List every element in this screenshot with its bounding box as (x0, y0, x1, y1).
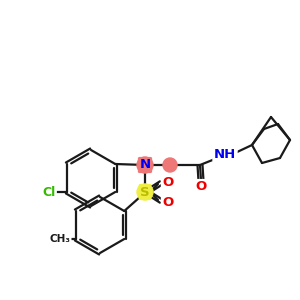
Circle shape (163, 158, 177, 172)
Text: NH: NH (214, 148, 236, 160)
Text: Cl: Cl (42, 185, 56, 199)
Text: O: O (195, 181, 207, 194)
Text: CH₃: CH₃ (49, 234, 70, 244)
Circle shape (137, 184, 153, 200)
Circle shape (137, 157, 153, 173)
Text: O: O (162, 196, 174, 208)
Text: S: S (140, 185, 150, 199)
Text: N: N (140, 158, 151, 172)
Text: O: O (162, 176, 174, 188)
